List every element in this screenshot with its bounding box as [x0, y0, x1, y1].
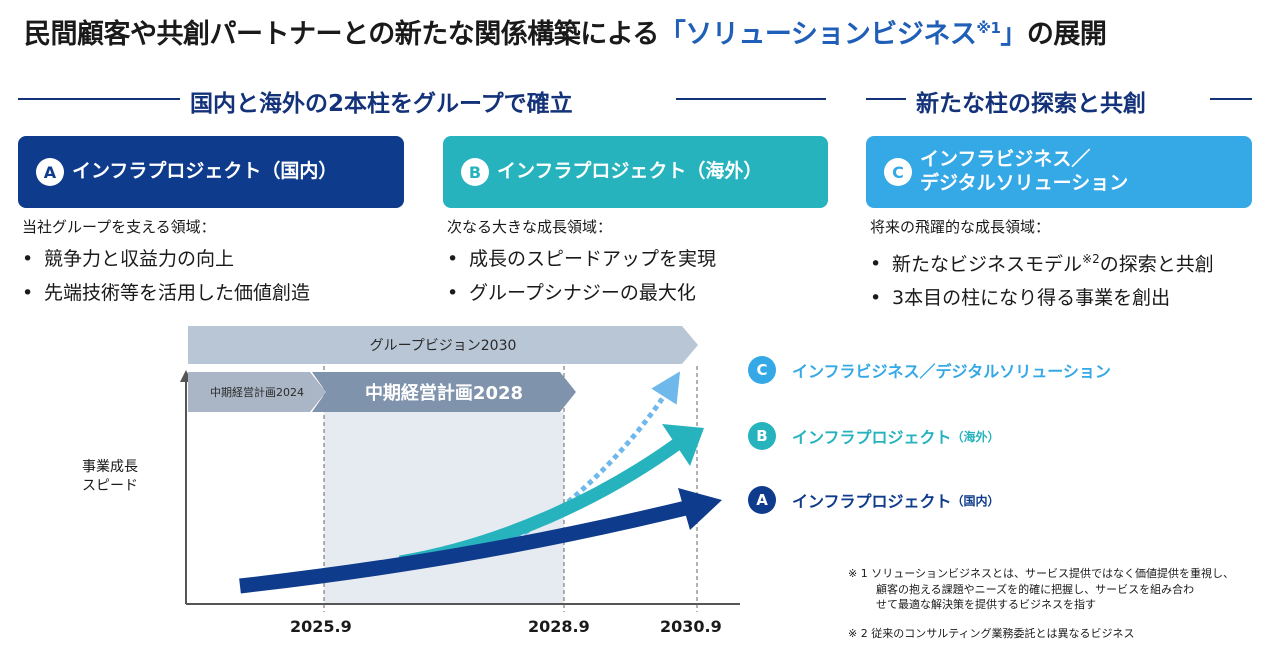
- tick-2030-9: 2030.9: [660, 617, 722, 636]
- pillar-c-bullet-2: 3本目の柱になり得る事業を創出: [870, 281, 1214, 315]
- y-axis-label-line2: スピード: [82, 478, 138, 494]
- pillar-c-title-line1: インフラビジネス／: [920, 148, 1091, 171]
- plan-2028-banner: 中期経営計画2028: [312, 372, 576, 412]
- legend-a-badge: A: [748, 486, 776, 514]
- legend-a: A インフラプロジェクト （国内）: [748, 486, 1000, 514]
- pillar-a-badge: A: [36, 158, 64, 186]
- pillar-a-bullets: 競争力と収益力の向上 先端技術等を活用した価値創造: [22, 242, 310, 310]
- legend-a-sub: （国内）: [951, 493, 1000, 508]
- pillar-a-domain: 当社グループを支える領域：: [22, 218, 216, 236]
- vision-2030-banner: グループビジョン2030: [188, 326, 698, 364]
- title-footnote-mark: ※1: [976, 19, 1001, 37]
- legend-b: B インフラプロジェクト （海外）: [748, 422, 1000, 450]
- pillar-c-bullets: 新たなビジネスモデル※2の探索と共創 3本目の柱になり得る事業を創出: [870, 242, 1214, 315]
- pillar-a-title: インフラプロジェクト（国内）: [72, 160, 338, 183]
- section-right-heading: 新たな柱の探索と共創: [916, 91, 1146, 117]
- tick-2025-9: 2025.9: [290, 617, 352, 636]
- pillar-a-card: A インフラプロジェクト（国内）: [18, 136, 404, 208]
- legend-a-label: インフラプロジェクト: [792, 492, 952, 511]
- section-right-rule-right: [1210, 98, 1252, 100]
- series-c-arrow: [499, 371, 681, 548]
- plan-2024-banner: 中期経営計画2024: [188, 372, 326, 412]
- section-left-rule-left: [18, 98, 180, 100]
- tick-2028-9: 2028.9: [528, 617, 590, 636]
- pillar-a-bullet-1: 競争力と収益力の向上: [22, 242, 310, 276]
- title-highlight: 「ソリューションビジネス※1」: [659, 19, 1027, 50]
- series-a-arrowhead: [678, 488, 722, 530]
- title-part2: の展開: [1026, 19, 1107, 50]
- footnote-2: ※ 2 従来のコンサルティング業務委託とは異なるビジネス: [848, 627, 1135, 640]
- pillar-b-bullet-2: グループシナジーの最大化: [447, 276, 716, 310]
- pillar-c-domain: 将来の飛躍的な成長領域：: [870, 218, 1051, 236]
- pillar-b-bullets: 成長のスピードアップを実現 グループシナジーの最大化: [447, 242, 716, 310]
- title-part1: 民間顧客や共創パートナーとの新たな関係構築による: [24, 19, 659, 50]
- pillar-b-domain: 次なる大きな成長領域：: [447, 218, 613, 236]
- pillar-c-bullet-1-post: の探索と共創: [1099, 253, 1214, 276]
- section-right-rule-left: [866, 98, 906, 100]
- pillar-c-bullet-1-sup: ※2: [1082, 252, 1100, 266]
- pillar-c-bullet-1-pre: 新たなビジネスモデル: [892, 253, 1083, 276]
- legend-c-label: インフラビジネス／デジタルソリューション: [792, 362, 1111, 381]
- pillar-c-badge: C: [884, 158, 912, 186]
- title-highlight-text: 「ソリューションビジネス: [658, 19, 977, 50]
- pillar-c-card: C インフラビジネス／ デジタルソリューション: [866, 136, 1252, 208]
- footnote-1-line2: 顧客の抱える課題やニーズを的確に把握し、サービスを組み合わ: [876, 582, 1195, 596]
- title-highlight-end: 」: [1000, 19, 1027, 50]
- series-b-arrowhead: [662, 424, 704, 466]
- pillar-b-badge: B: [461, 158, 489, 186]
- footnote-1-line3: せて最適な解決策を提供するビジネスを指す: [876, 598, 1096, 611]
- section-left-heading: 国内と海外の2本柱をグループで確立: [190, 91, 573, 117]
- pillar-b-bullet-1: 成長のスピードアップを実現: [447, 242, 716, 276]
- footnote-1-line1: ※ 1 ソリューションビジネスとは、サービス提供ではなく価値提供を重視し、: [848, 567, 1234, 580]
- pillar-b-card: B インフラプロジェクト（海外）: [443, 136, 828, 208]
- pillar-c-title: インフラビジネス／ デジタルソリューション: [920, 148, 1128, 196]
- pillar-c-bullet-1: 新たなビジネスモデル※2の探索と共創: [870, 242, 1214, 281]
- section-left-rule-right: [676, 98, 826, 100]
- series-a-arrow-line: [239, 500, 688, 594]
- legend-b-sub: （海外）: [951, 429, 1000, 444]
- footnote-1: ※ 1 ソリューションビジネスとは、サービス提供ではなく価値提供を重視し、 顧客…: [848, 566, 1268, 613]
- pillar-b-title: インフラプロジェクト（海外）: [497, 160, 763, 183]
- pillar-a-bullet-2: 先端技術等を活用した価値創造: [22, 276, 310, 310]
- legend-c-badge: C: [748, 356, 776, 384]
- legend-b-badge: B: [748, 422, 776, 450]
- legend-c: C インフラビジネス／デジタルソリューション: [748, 356, 1111, 384]
- pillar-c-title-line2: デジタルソリューション: [920, 172, 1129, 194]
- y-axis-label-line1: 事業成長: [82, 459, 138, 475]
- page-title: 民間顧客や共創パートナーとの新たな関係構築による「ソリューションビジネス※1」の…: [24, 12, 1107, 51]
- legend-b-label: インフラプロジェクト: [792, 428, 952, 447]
- y-axis-label: 事業成長 スピード: [82, 458, 138, 496]
